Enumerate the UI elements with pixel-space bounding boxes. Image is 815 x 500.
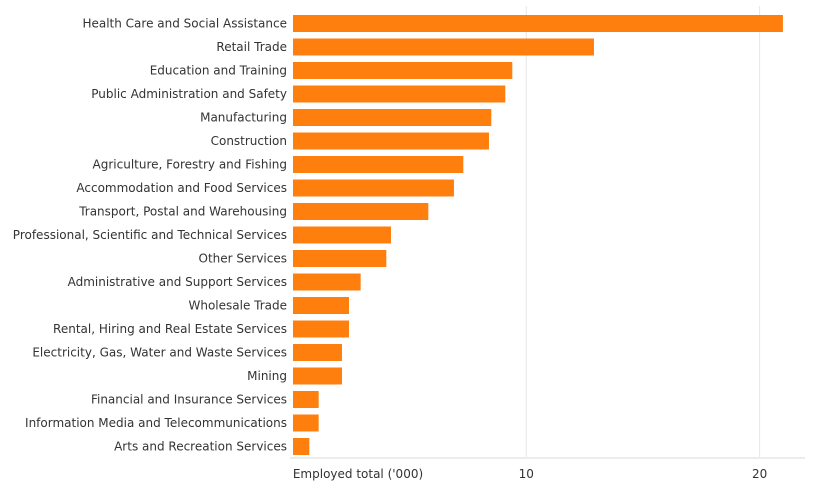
- category-label: Manufacturing: [200, 111, 287, 125]
- bar[interactable]: [293, 438, 310, 455]
- category-label: Agriculture, Forestry and Fishing: [93, 158, 287, 172]
- category-labels: Health Care and Social Assistance Retail …: [13, 17, 287, 454]
- category-label: Mining: [247, 369, 287, 383]
- bar[interactable]: [293, 250, 387, 267]
- bar[interactable]: [293, 15, 783, 32]
- bar[interactable]: [293, 273, 361, 291]
- category-label: Professional, Scientific and Technical S…: [13, 228, 287, 242]
- bar[interactable]: [293, 226, 391, 244]
- gridlines: [525, 6, 761, 457]
- bar[interactable]: [293, 344, 342, 361]
- category-label: Information Media and Telecommunications: [25, 416, 287, 430]
- category-label: Construction: [211, 134, 287, 148]
- bar[interactable]: [293, 38, 594, 56]
- x-axis-title: Employed total ('000): [293, 467, 423, 481]
- bar[interactable]: [293, 367, 342, 385]
- bar[interactable]: [293, 132, 489, 150]
- category-label: Electricity, Gas, Water and Waste Servic…: [32, 346, 287, 360]
- x-tick-label: 10: [519, 467, 534, 481]
- category-label: Retail Trade: [216, 40, 287, 54]
- category-label: Arts and Recreation Services: [114, 440, 287, 454]
- bar[interactable]: [293, 109, 492, 126]
- category-label: Financial and Insurance Services: [91, 393, 287, 407]
- bar[interactable]: [293, 391, 319, 408]
- category-label: Accommodation and Food Services: [76, 181, 287, 195]
- category-label: Rental, Hiring and Real Estate Services: [53, 322, 287, 336]
- category-label: Education and Training: [150, 64, 287, 78]
- bar[interactable]: [293, 414, 319, 432]
- category-label: Wholesale Trade: [188, 299, 287, 313]
- bar[interactable]: [293, 297, 349, 314]
- x-tick-label: 20: [752, 467, 767, 481]
- x-axis: Employed total ('000) 10 20: [290, 457, 805, 481]
- bar[interactable]: [293, 203, 429, 220]
- bar[interactable]: [293, 156, 464, 173]
- bar[interactable]: [293, 320, 349, 338]
- bar[interactable]: [293, 62, 513, 79]
- bar[interactable]: [293, 85, 506, 103]
- category-label: Public Administration and Safety: [91, 87, 287, 101]
- category-label: Transport, Postal and Warehousing: [78, 205, 287, 219]
- category-label: Other Services: [199, 252, 288, 266]
- bars: [293, 15, 783, 455]
- bar[interactable]: [293, 179, 454, 197]
- category-label: Health Care and Social Assistance: [82, 17, 287, 31]
- category-label: Administrative and Support Services: [68, 275, 287, 289]
